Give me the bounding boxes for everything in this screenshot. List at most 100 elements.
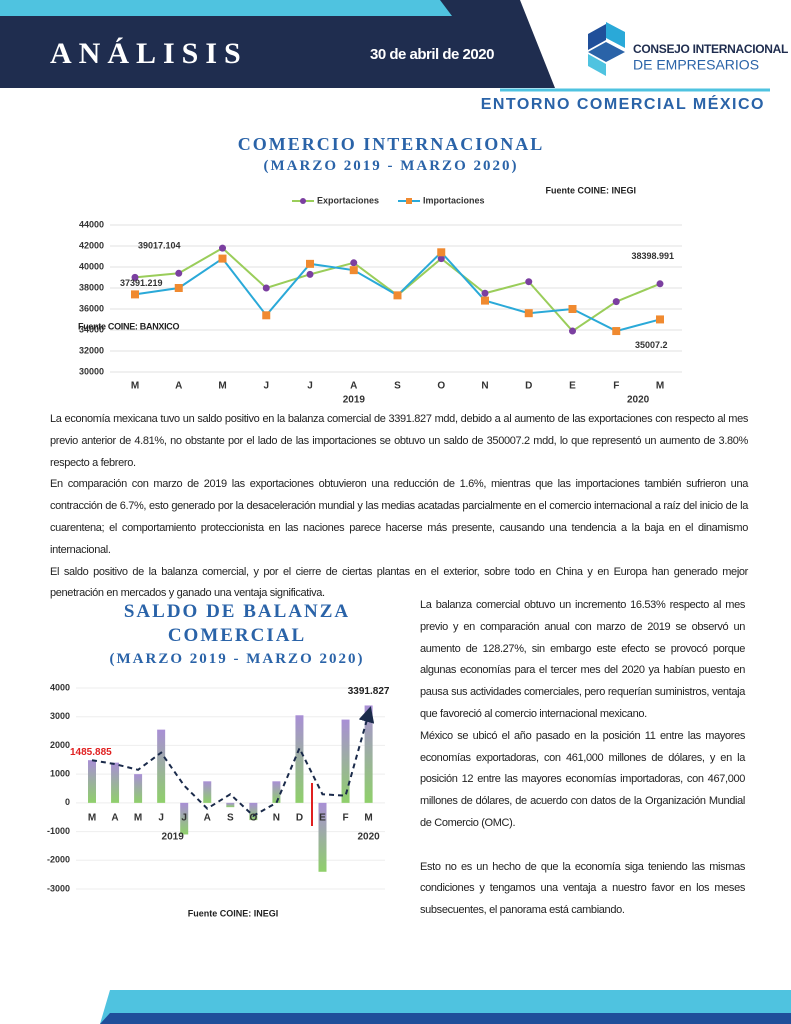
data-point [437, 248, 446, 257]
x-tick-label: M [88, 813, 96, 824]
bar [111, 762, 120, 803]
bar [295, 715, 304, 803]
bar [318, 802, 327, 872]
org-name: DE EMPRESARIOS [633, 57, 759, 73]
data-point [262, 311, 271, 320]
note: Fuente COINE: BANXICO [78, 321, 180, 331]
data-point [219, 244, 226, 252]
chart: -3000 -2000 -1000 0 1000 2000 3000 4000 1485.885… [47, 682, 390, 918]
chart-subtitle: (MARZO 2019 - MARZO 2020) [263, 158, 519, 174]
data-point [612, 327, 621, 336]
data-point [131, 290, 139, 299]
year-label: 2019 [343, 395, 366, 406]
x-tick-label: F [613, 381, 619, 392]
legend-label: Importaciones [423, 195, 485, 205]
data-point [306, 259, 314, 268]
x-tick-label: M [218, 381, 226, 392]
data-point [174, 284, 183, 292]
header-date: 30 de abril de 2020 [370, 46, 494, 63]
bar [364, 705, 373, 803]
paragraph: La balanza comercial obtuvo un increment… [420, 599, 745, 720]
body-text: La economía mexicana tuvo un saldo posit… [50, 409, 748, 605]
x-tick-label: O [249, 813, 257, 824]
x-tick-label: A [350, 381, 357, 392]
x-tick-label: J [307, 381, 313, 392]
x-tick-label: N [273, 813, 280, 824]
year-label: 2019 [162, 832, 185, 843]
data-point [525, 278, 533, 286]
bar [88, 760, 96, 803]
y-tick-label: 42000 [79, 240, 104, 250]
side-text: La balanza comercial obtuvo un increment… [420, 595, 745, 922]
data-point [437, 255, 445, 263]
x-tick-label: A [204, 813, 211, 824]
paragraph: La economía mexicana tuvo un saldo posit… [50, 413, 748, 469]
x-tick-label: M [364, 813, 372, 824]
data-label: 39017.104 [138, 241, 181, 251]
y-tick-label: 3000 [50, 711, 70, 721]
header-title: ANÁLISIS [50, 37, 248, 70]
bar [157, 729, 166, 803]
data-point [656, 280, 664, 288]
data-point [524, 309, 533, 318]
y-tick-label: 4000 [50, 682, 70, 692]
x-tick-label: M [131, 381, 139, 392]
chart-subtitle: (MARZO 2019 - MARZO 2020) [109, 651, 365, 667]
bar [134, 774, 143, 803]
x-tick-label: M [656, 381, 664, 392]
x-tick-label: F [342, 813, 348, 824]
y-tick-label: 38000 [79, 282, 104, 292]
bar [249, 802, 258, 821]
data-label: 37391.219 [120, 278, 163, 288]
paragraph: México se ubicó el año pasado en la posi… [420, 729, 745, 829]
data-point [175, 269, 183, 277]
bar [341, 719, 350, 803]
x-tick-label: J [181, 813, 187, 824]
y-tick-label: 34000 [79, 324, 104, 334]
data-label: 3391.827 [348, 686, 390, 697]
data-point [262, 284, 270, 292]
data-point [656, 315, 664, 324]
bar [180, 802, 189, 835]
data-label: 35007.2 [635, 340, 668, 350]
data-point [481, 289, 489, 297]
source: Fuente COINE: INEGI [545, 185, 636, 195]
footer-stripe [100, 1013, 791, 1024]
y-tick-label: 0 [65, 797, 70, 807]
paragraph: Esto no es un hecho de que la economía s… [420, 860, 745, 917]
y-tick-label: -1000 [47, 826, 70, 836]
data-point [569, 327, 576, 335]
year-label: 2020 [357, 832, 380, 843]
y-tick-label: 1000 [50, 769, 70, 779]
chart: 30000 32000 34000 36000 38000 40000 42000 44000… [78, 185, 682, 406]
year-label: 2020 [627, 395, 650, 406]
bar [203, 781, 212, 803]
x-tick-label: D [525, 381, 532, 392]
x-tick-label: A [175, 381, 182, 392]
y-tick-label: -2000 [47, 855, 70, 865]
legend-label: Exportaciones [317, 195, 379, 205]
x-tick-label: E [319, 813, 326, 824]
data-label: 1485.885 [70, 747, 112, 758]
x-tick-label: S [394, 381, 401, 392]
legend-marker [300, 198, 306, 204]
x-tick-label: A [111, 813, 118, 824]
data-point [218, 254, 227, 263]
bar [226, 802, 235, 808]
x-tick-label: M [134, 813, 142, 824]
data-label: 38398.991 [631, 251, 674, 261]
series-line [134, 246, 661, 333]
logo-icon [588, 22, 625, 76]
y-tick-label: 2000 [50, 740, 70, 750]
data-point [612, 298, 620, 306]
trend-line [91, 706, 375, 818]
legend-marker [406, 198, 412, 204]
header-band [0, 0, 555, 88]
bar [272, 781, 281, 803]
data-point [306, 270, 314, 278]
chart-title: SALDO DE BALANZA COMERCIAL [123, 601, 351, 646]
paragraph: El saldo positivo de la balanza comercia… [50, 565, 748, 600]
data-point [349, 266, 358, 275]
